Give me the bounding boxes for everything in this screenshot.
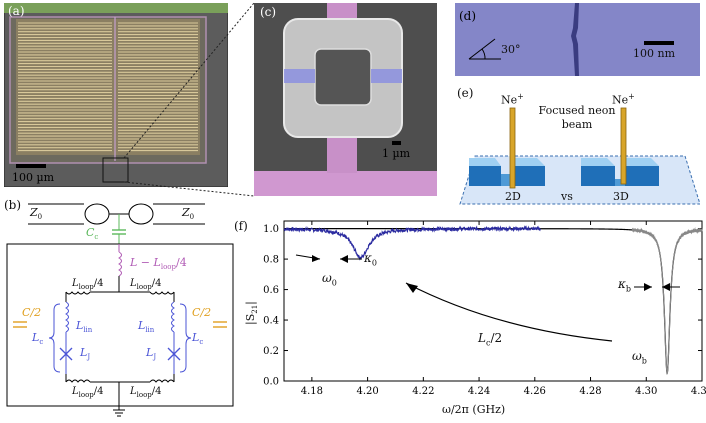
panel-e-vs: vs bbox=[561, 190, 573, 203]
c2-right: C/2 bbox=[192, 306, 212, 319]
panel-c-scalebar: 1 µm bbox=[382, 147, 411, 160]
series-inductor-label: L − Lloop/4 bbox=[130, 256, 187, 272]
x-tick-label: 4.28 bbox=[579, 386, 601, 397]
plot-frame bbox=[283, 220, 703, 382]
panel-d: (d) 30° 100 nm bbox=[455, 3, 700, 76]
panel-e-3d: 3D bbox=[613, 190, 629, 203]
y-tick-label: 0.8 bbox=[263, 255, 279, 266]
panel-b-label: (b) bbox=[4, 198, 22, 212]
lc2-arrowhead bbox=[406, 283, 418, 293]
y-tick-label: 0.4 bbox=[263, 316, 279, 327]
x-tick-label: 4.30 bbox=[635, 386, 657, 397]
panel-e-label: (e) bbox=[457, 86, 474, 100]
x-tick-label: 4.24 bbox=[468, 386, 490, 397]
z0-right: Z0 bbox=[182, 206, 195, 222]
panel-e-ion-left: Ne+ bbox=[501, 92, 524, 107]
s21-plot: 4.18 4.20 4.22 4.24 4.26 4.28 4.30 4.32 0.0 0.2 0.… bbox=[263, 220, 706, 397]
panel-c-label: (c) bbox=[260, 5, 277, 19]
lj-left: LJ bbox=[80, 346, 91, 362]
panel-e: (e) Ne+ Ne+ Focused neon beam 2D vs 3D bbox=[455, 86, 701, 206]
x-tick-label: 4.18 bbox=[301, 386, 323, 397]
panel-a-scalebar: 100 µm bbox=[12, 171, 55, 184]
series-line-2 bbox=[631, 227, 703, 375]
panel-f: (f) 4.18 4.20 4.22 4.24 4.26 4.28 4.30 4.32 0.0 0… bbox=[234, 213, 706, 419]
panel-b: (b) Z0 Z0 Cc L − Lloop/4 Lloop/4 Lloop/4… bbox=[0, 196, 240, 419]
plot-axes: 4.18 4.20 4.22 4.24 4.26 4.28 4.30 4.32 0.0 0.2 0.… bbox=[263, 220, 706, 397]
panel-a-image bbox=[3, 2, 229, 188]
omegab-label: ωb bbox=[632, 349, 647, 366]
series-line-0 bbox=[283, 225, 541, 261]
lloop-top-left: Lloop/4 bbox=[72, 278, 104, 291]
plot-ylabel: |S21| bbox=[244, 301, 260, 325]
beam-text-line1: Focused neon bbox=[538, 104, 616, 117]
lloop-bottom-right: Lloop/4 bbox=[130, 386, 162, 399]
panel-a: (a) 100 µm bbox=[3, 2, 229, 188]
panel-e-2d: 2D bbox=[505, 190, 521, 203]
panel-a-label: (a) bbox=[8, 4, 25, 18]
panel-d-scalebar: 100 nm bbox=[633, 47, 676, 60]
panel-e-ion-right: Ne+ bbox=[612, 92, 635, 107]
panel-d-image bbox=[455, 3, 700, 76]
lc-left: Lc bbox=[32, 331, 44, 347]
y-tick-label: 0.6 bbox=[263, 285, 279, 296]
x-tick-label: 4.20 bbox=[356, 386, 378, 397]
lloop-top-right: Lloop/4 bbox=[130, 278, 162, 291]
beam-text-line2: beam bbox=[561, 118, 593, 131]
lloop-bottom-left: Lloop/4 bbox=[72, 386, 104, 399]
kappa0-label: κ0 bbox=[364, 251, 377, 268]
lc2-arrow bbox=[405, 282, 613, 342]
plot-annotations bbox=[295, 254, 680, 342]
x-tick-label: 4.32 bbox=[691, 386, 706, 397]
y-tick-label: 0.2 bbox=[263, 346, 279, 357]
llin-right: Llin bbox=[138, 319, 155, 335]
panel-d-angle: 30° bbox=[501, 43, 521, 56]
c2-left: C/2 bbox=[22, 306, 42, 319]
lc-right: Lc bbox=[192, 331, 204, 347]
lj-right: LJ bbox=[146, 346, 157, 362]
panel-e-image bbox=[459, 107, 701, 205]
panel-c-image bbox=[254, 3, 437, 196]
x-tick-label: 4.22 bbox=[412, 386, 434, 397]
y-tick-label: 0.0 bbox=[263, 377, 279, 388]
plot-xlabel: ω/2π (GHz) bbox=[442, 403, 506, 416]
cc-label: Cc bbox=[86, 226, 99, 242]
omega0-label: ω0 bbox=[322, 271, 337, 288]
lc2-label: Lc/2 bbox=[478, 331, 503, 348]
panel-e-beam-text: Focused neon beam bbox=[537, 104, 617, 132]
y-tick-label: 1.0 bbox=[263, 224, 279, 235]
panel-c: (c) 1 µm bbox=[254, 3, 437, 196]
circuit-diagram bbox=[6, 203, 234, 417]
panel-f-label: (f) bbox=[234, 219, 248, 233]
x-tick-label: 4.26 bbox=[524, 386, 546, 397]
panel-d-label: (d) bbox=[459, 9, 477, 23]
llin-left: Llin bbox=[76, 319, 93, 335]
z0-left: Z0 bbox=[30, 206, 43, 222]
plot-curves bbox=[283, 225, 703, 375]
kappab-label: κb bbox=[618, 277, 631, 294]
